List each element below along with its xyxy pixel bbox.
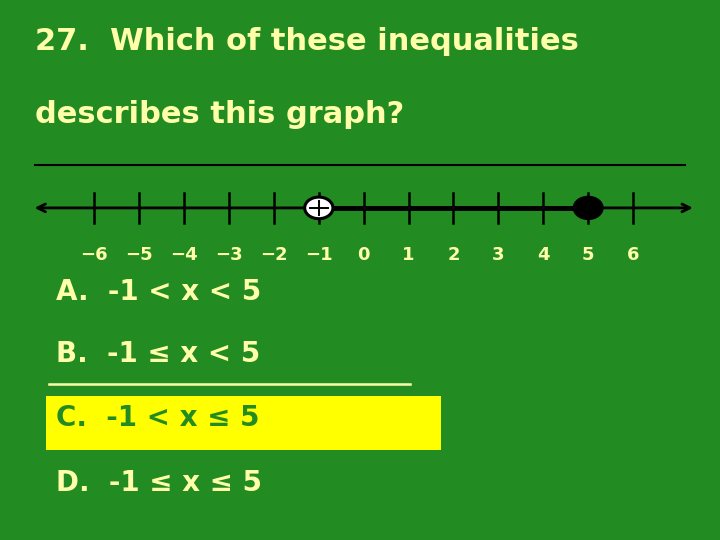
- Text: 4: 4: [537, 246, 549, 264]
- FancyBboxPatch shape: [46, 396, 441, 450]
- Text: 2: 2: [447, 246, 460, 264]
- Text: −4: −4: [171, 246, 198, 264]
- Text: −2: −2: [260, 246, 288, 264]
- Circle shape: [305, 197, 333, 219]
- Text: A.  -1 < x < 5: A. -1 < x < 5: [56, 278, 262, 306]
- Text: −1: −1: [305, 246, 333, 264]
- Circle shape: [574, 197, 603, 219]
- Text: 0: 0: [357, 246, 370, 264]
- Text: −3: −3: [215, 246, 243, 264]
- Text: describes this graph?: describes this graph?: [35, 100, 405, 129]
- Text: C.  -1 < x ≤ 5: C. -1 < x ≤ 5: [56, 404, 260, 433]
- Text: 1: 1: [402, 246, 415, 264]
- Text: B.  -1 ≤ x < 5: B. -1 ≤ x < 5: [56, 340, 261, 368]
- Text: D.  -1 ≤ x ≤ 5: D. -1 ≤ x ≤ 5: [56, 469, 263, 497]
- Text: 3: 3: [492, 246, 505, 264]
- Text: −5: −5: [125, 246, 153, 264]
- Text: 6: 6: [627, 246, 639, 264]
- Text: −6: −6: [81, 246, 108, 264]
- Text: 27.  Which of these inequalities: 27. Which of these inequalities: [35, 27, 579, 56]
- Text: 5: 5: [582, 246, 595, 264]
